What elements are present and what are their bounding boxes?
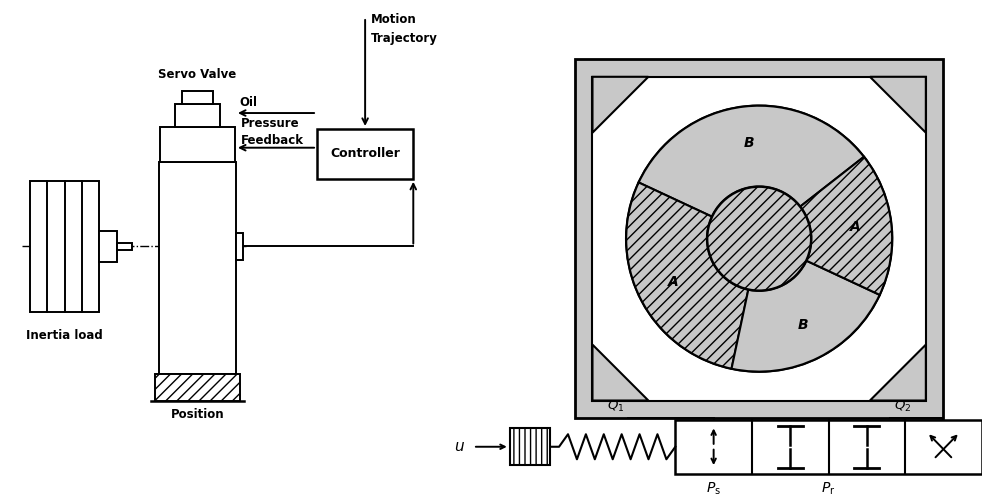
Text: Controller: Controller <box>330 148 400 160</box>
Text: $P_{\rm r}$: $P_{\rm r}$ <box>821 481 836 495</box>
Text: $Q_2$: $Q_2$ <box>894 399 911 414</box>
Text: $Q_1$: $Q_1$ <box>607 399 624 414</box>
Polygon shape <box>870 77 926 133</box>
Text: Oil: Oil <box>239 97 257 109</box>
Bar <box>155 374 240 400</box>
Bar <box>175 104 220 127</box>
Text: B: B <box>744 136 754 149</box>
Bar <box>510 429 550 465</box>
Wedge shape <box>626 183 748 369</box>
Bar <box>159 161 236 374</box>
Text: A: A <box>850 220 860 234</box>
Text: Feedback: Feedback <box>241 134 304 147</box>
Bar <box>30 181 99 312</box>
Text: Motion: Motion <box>371 13 417 26</box>
Polygon shape <box>870 345 926 400</box>
Bar <box>236 233 243 260</box>
Text: Trajectory: Trajectory <box>371 32 438 45</box>
Circle shape <box>626 106 892 372</box>
Text: Position: Position <box>171 408 224 421</box>
Bar <box>675 420 982 474</box>
Polygon shape <box>592 345 648 400</box>
Bar <box>117 243 132 250</box>
Wedge shape <box>800 157 892 295</box>
Wedge shape <box>732 261 880 372</box>
Bar <box>182 91 213 104</box>
Bar <box>99 231 117 262</box>
Bar <box>592 77 926 400</box>
Bar <box>317 129 413 179</box>
Text: Servo Valve: Servo Valve <box>158 68 237 81</box>
Bar <box>160 127 235 161</box>
Wedge shape <box>639 106 864 217</box>
Text: Pressure: Pressure <box>241 116 299 130</box>
Polygon shape <box>592 77 648 133</box>
Text: Inertia load: Inertia load <box>26 329 103 342</box>
Bar <box>575 59 943 418</box>
Text: $u$: $u$ <box>454 439 465 454</box>
Text: A: A <box>668 276 679 290</box>
Text: $P_{\rm s}$: $P_{\rm s}$ <box>706 481 721 495</box>
Circle shape <box>707 187 811 291</box>
Text: B: B <box>798 318 808 332</box>
